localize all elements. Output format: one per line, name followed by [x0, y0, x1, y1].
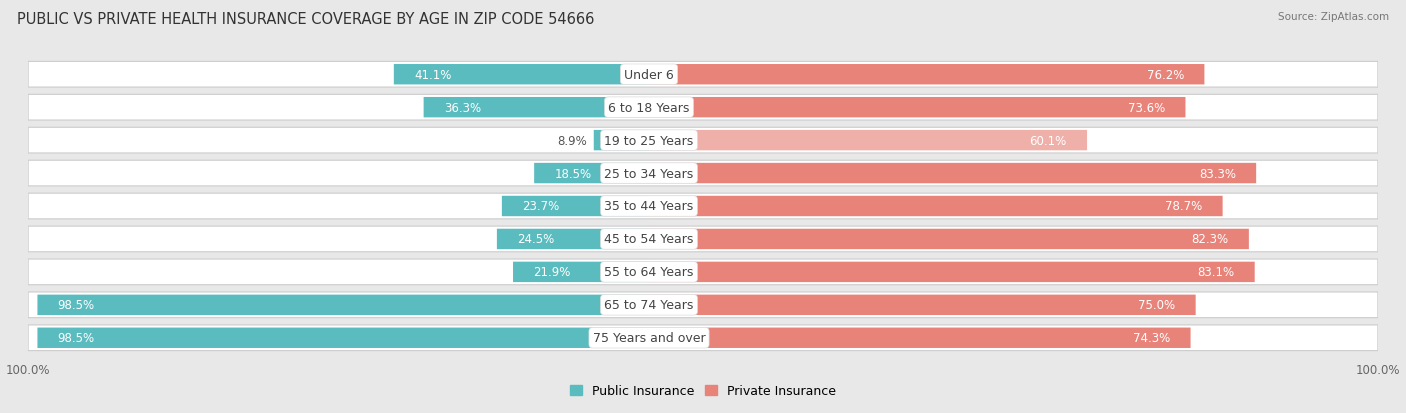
FancyBboxPatch shape — [38, 328, 650, 348]
FancyBboxPatch shape — [28, 292, 1378, 318]
Legend: Public Insurance, Private Insurance: Public Insurance, Private Insurance — [565, 379, 841, 402]
Text: 36.3%: 36.3% — [444, 102, 481, 114]
FancyBboxPatch shape — [650, 196, 1223, 217]
FancyBboxPatch shape — [28, 259, 1378, 285]
Text: 25 to 34 Years: 25 to 34 Years — [605, 167, 693, 180]
FancyBboxPatch shape — [650, 295, 1195, 315]
Text: 82.3%: 82.3% — [1191, 233, 1229, 246]
Text: 23.7%: 23.7% — [522, 200, 560, 213]
FancyBboxPatch shape — [496, 229, 650, 249]
Text: 98.5%: 98.5% — [58, 332, 94, 344]
Text: 60.1%: 60.1% — [1029, 134, 1067, 147]
Text: 83.3%: 83.3% — [1199, 167, 1236, 180]
FancyBboxPatch shape — [593, 131, 650, 151]
FancyBboxPatch shape — [28, 161, 1378, 186]
Text: 55 to 64 Years: 55 to 64 Years — [605, 266, 693, 279]
Text: 19 to 25 Years: 19 to 25 Years — [605, 134, 693, 147]
FancyBboxPatch shape — [650, 328, 1191, 348]
Text: 21.9%: 21.9% — [533, 266, 571, 279]
FancyBboxPatch shape — [513, 262, 650, 282]
FancyBboxPatch shape — [28, 62, 1378, 88]
Text: 8.9%: 8.9% — [557, 134, 586, 147]
FancyBboxPatch shape — [423, 98, 650, 118]
Text: 24.5%: 24.5% — [517, 233, 554, 246]
Text: 78.7%: 78.7% — [1166, 200, 1202, 213]
Text: 73.6%: 73.6% — [1128, 102, 1166, 114]
FancyBboxPatch shape — [650, 65, 1205, 85]
FancyBboxPatch shape — [38, 295, 650, 315]
Text: Under 6: Under 6 — [624, 69, 673, 81]
FancyBboxPatch shape — [28, 128, 1378, 154]
Text: 74.3%: 74.3% — [1133, 332, 1170, 344]
FancyBboxPatch shape — [650, 131, 1087, 151]
Text: 35 to 44 Years: 35 to 44 Years — [605, 200, 693, 213]
FancyBboxPatch shape — [650, 262, 1254, 282]
FancyBboxPatch shape — [650, 164, 1256, 184]
Text: 75 Years and over: 75 Years and over — [593, 332, 706, 344]
Text: 75.0%: 75.0% — [1139, 299, 1175, 311]
Text: 41.1%: 41.1% — [415, 69, 451, 81]
Text: 83.1%: 83.1% — [1198, 266, 1234, 279]
FancyBboxPatch shape — [502, 196, 650, 217]
FancyBboxPatch shape — [394, 65, 650, 85]
Text: 76.2%: 76.2% — [1147, 69, 1184, 81]
FancyBboxPatch shape — [650, 98, 1185, 118]
Text: PUBLIC VS PRIVATE HEALTH INSURANCE COVERAGE BY AGE IN ZIP CODE 54666: PUBLIC VS PRIVATE HEALTH INSURANCE COVER… — [17, 12, 595, 27]
Text: 6 to 18 Years: 6 to 18 Years — [609, 102, 690, 114]
Text: Source: ZipAtlas.com: Source: ZipAtlas.com — [1278, 12, 1389, 22]
FancyBboxPatch shape — [28, 325, 1378, 351]
FancyBboxPatch shape — [28, 95, 1378, 121]
FancyBboxPatch shape — [28, 227, 1378, 252]
Text: 98.5%: 98.5% — [58, 299, 94, 311]
Text: 65 to 74 Years: 65 to 74 Years — [605, 299, 693, 311]
FancyBboxPatch shape — [650, 229, 1249, 249]
FancyBboxPatch shape — [28, 194, 1378, 219]
Text: 18.5%: 18.5% — [554, 167, 592, 180]
FancyBboxPatch shape — [534, 164, 650, 184]
Text: 45 to 54 Years: 45 to 54 Years — [605, 233, 693, 246]
